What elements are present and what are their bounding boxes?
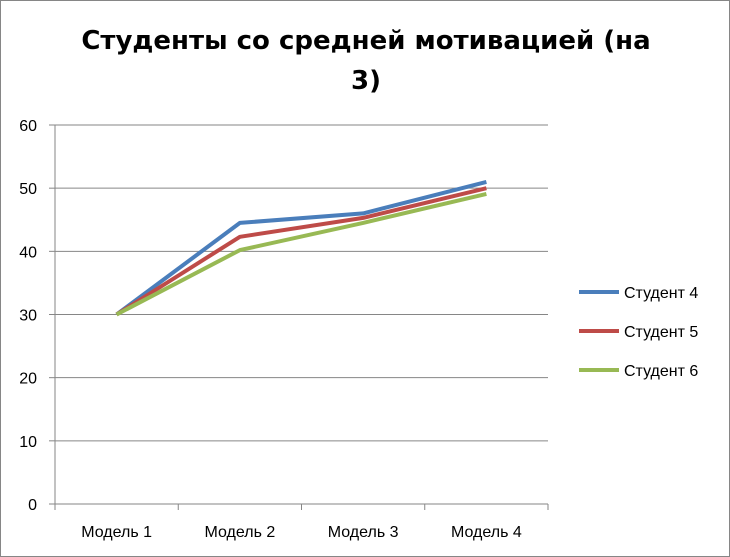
y-tick-label: 30 xyxy=(19,308,37,325)
legend-label: Студент 5 xyxy=(624,324,698,341)
y-tick-label: 40 xyxy=(19,244,37,261)
legend-label: Студент 4 xyxy=(624,285,698,302)
x-tick-label: Модель 1 xyxy=(81,524,152,541)
legend-label: Студент 6 xyxy=(624,363,698,380)
series-line xyxy=(115,191,487,317)
x-tick-label: Модель 4 xyxy=(451,524,522,541)
y-tick-label: 20 xyxy=(19,371,37,388)
chart-title: Студенты со средней мотивацией (на 3) xyxy=(81,26,651,96)
y-tick-label: 50 xyxy=(19,181,37,198)
series-line xyxy=(115,186,487,317)
x-tick-label: Модель 3 xyxy=(328,524,399,541)
series-line xyxy=(115,179,487,317)
y-tick-label: 0 xyxy=(28,497,37,514)
y-tick-label: 10 xyxy=(19,434,37,451)
x-tick-label: Модель 2 xyxy=(204,524,275,541)
y-tick-label: 60 xyxy=(19,118,37,135)
